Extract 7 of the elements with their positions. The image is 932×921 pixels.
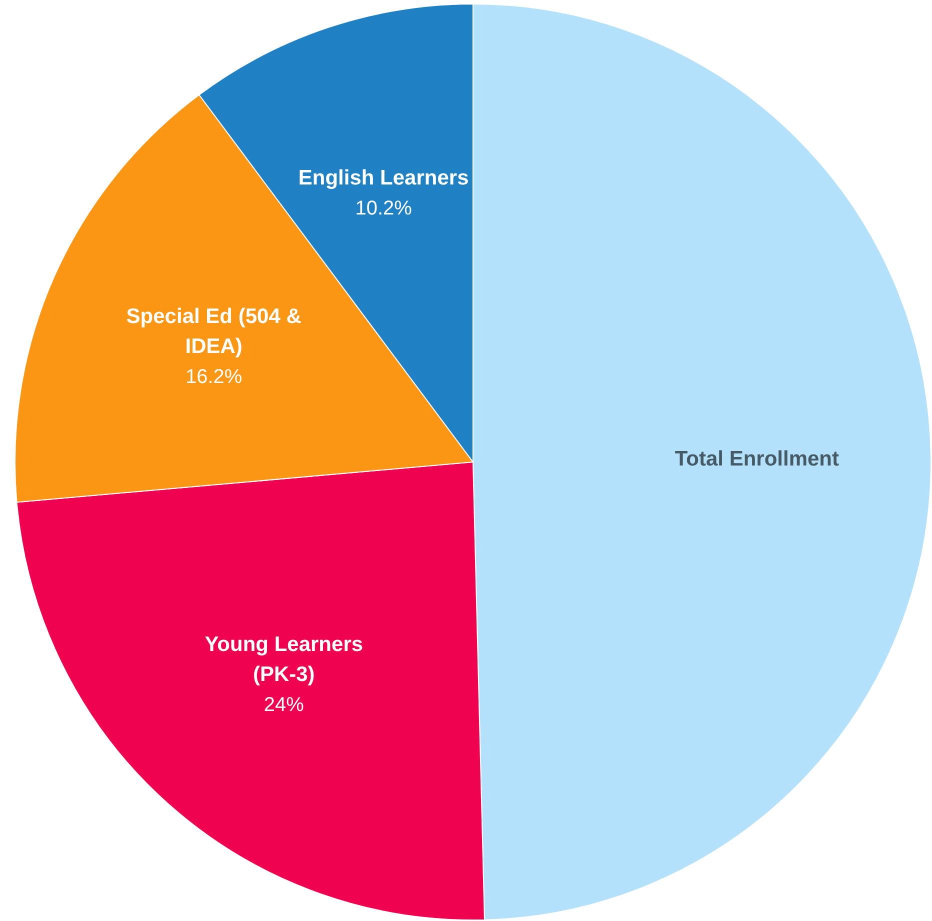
data-label: 24% xyxy=(264,694,304,716)
slice-label: Total Enrollment xyxy=(674,447,839,470)
slice-label: English Learners xyxy=(298,166,469,190)
slice-label: Special Ed (504 & IDEA) xyxy=(126,304,302,358)
data-label: 16.2% xyxy=(185,366,242,388)
data-label: 10.2% xyxy=(355,197,412,220)
slice-label: Young Learners (PK-3) xyxy=(204,632,364,686)
